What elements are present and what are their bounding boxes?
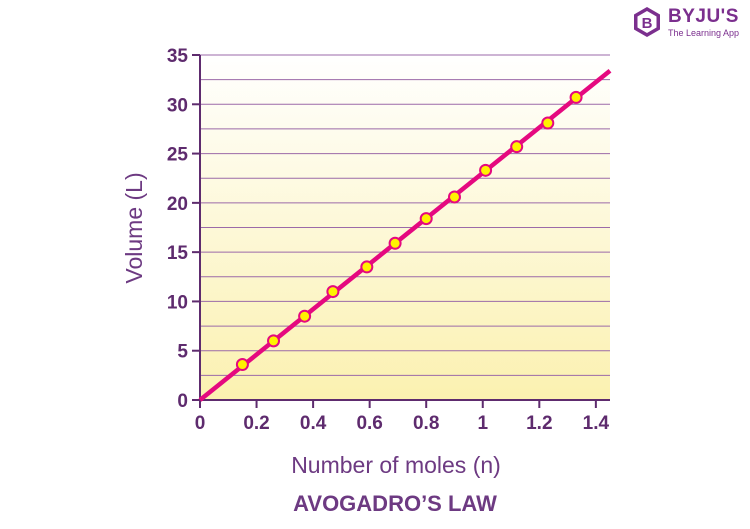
chart-title: AVOGADRO’S LAW <box>293 491 497 516</box>
data-point <box>419 212 433 226</box>
brand-tagline: The Learning App <box>668 28 740 38</box>
data-point <box>510 140 524 154</box>
x-tick-label: 0.4 <box>300 413 327 434</box>
y-tick-label: 20 <box>167 194 188 215</box>
x-tick-label: 0.6 <box>356 413 382 434</box>
data-point <box>235 358 249 372</box>
x-tick-label: 1.2 <box>526 413 552 434</box>
x-tick-labels: 0 0.2 0.4 0.6 0.8 1 1.2 1.4 <box>195 400 610 434</box>
y-tick-label: 0 <box>177 391 188 412</box>
data-point <box>298 309 312 323</box>
y-tick-label: 35 <box>167 46 189 67</box>
x-tick-label: 0.8 <box>413 413 439 434</box>
x-tick-label: 0.2 <box>243 413 269 434</box>
data-point <box>479 163 493 177</box>
series-volume-vs-moles <box>198 69 612 402</box>
data-point <box>388 236 402 250</box>
axes <box>199 55 610 401</box>
data-point <box>326 285 340 299</box>
data-point <box>541 116 555 130</box>
x-axis-title: Number of moles (n) <box>291 452 501 478</box>
y-tick-labels: 0 5 10 15 20 25 30 35 <box>167 46 200 412</box>
y-tick-label: 10 <box>167 292 188 313</box>
data-point <box>447 190 461 204</box>
grid-lines <box>200 54 610 376</box>
trend-line <box>198 69 612 402</box>
y-tick-label: 5 <box>177 342 188 363</box>
svg-text:B: B <box>642 15 653 32</box>
brand-name: BYJU'S <box>668 6 739 27</box>
y-tick-label: 15 <box>167 243 189 264</box>
x-tick-label: 1.4 <box>583 413 610 434</box>
y-tick-label: 25 <box>167 145 189 166</box>
byjus-logo: B BYJU'S The Learning App <box>632 6 747 42</box>
x-tick-label: 1 <box>477 413 488 434</box>
y-tick-label: 30 <box>167 95 188 116</box>
data-point <box>267 334 281 348</box>
byjus-badge-icon: B <box>634 7 660 37</box>
data-point <box>360 260 374 274</box>
data-point <box>569 90 583 104</box>
y-axis-title: Volume (L) <box>121 172 147 283</box>
x-tick-label: 0 <box>195 413 206 434</box>
